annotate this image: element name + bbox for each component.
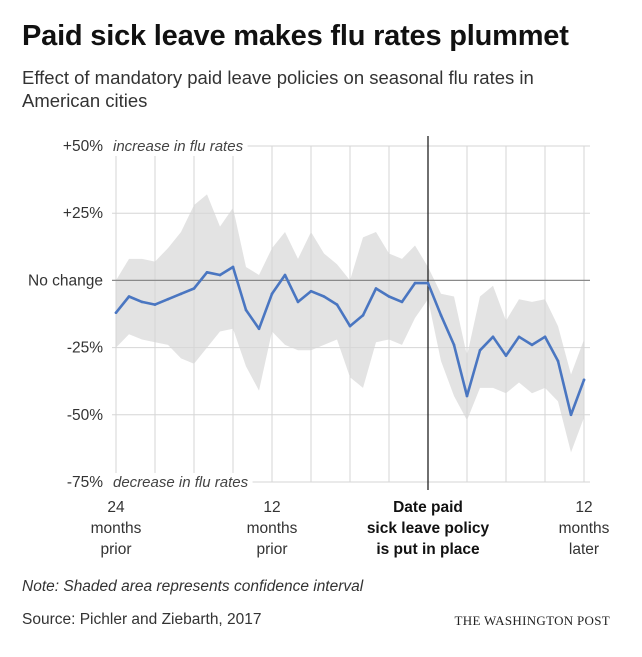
data-point: [426, 281, 430, 285]
publisher-brand: THE WASHINGTON POST: [454, 613, 610, 628]
x-tick-label-line: months: [246, 520, 298, 537]
data-point: [140, 300, 144, 304]
x-tick-label-line: months: [90, 520, 142, 537]
x-tick-label-line: prior: [100, 541, 132, 558]
x-tick-label: 12 months later: [539, 497, 629, 560]
y-tick-label: -50%: [67, 407, 103, 424]
data-point: [452, 343, 456, 347]
x-tick-label-line: prior: [256, 541, 288, 558]
annotation-bottom: decrease in flu rates: [113, 474, 249, 491]
data-point: [322, 295, 326, 298]
x-tick-label-line: sick leave policy: [366, 520, 490, 537]
data-point: [309, 289, 313, 293]
data-point: [387, 295, 391, 298]
data-point: [517, 335, 521, 339]
chart-source: Source: Pichler and Ziebarth, 2017: [22, 611, 262, 628]
data-point: [556, 359, 560, 363]
data-point: [296, 300, 300, 304]
x-tick-label-line: 12: [263, 499, 281, 516]
x-tick-label: Date paid sick leave policy is put in plac…: [348, 497, 508, 560]
annotation-background: [109, 473, 253, 492]
x-tick-label-line: is put in place: [376, 541, 480, 558]
x-tick-label: 12 months prior: [227, 497, 317, 560]
x-tick-label-line: 12: [575, 499, 593, 516]
y-tick-label: -25%: [67, 340, 103, 357]
chart-note: Note: Shaded area represents confidence …: [22, 578, 364, 595]
data-point: [361, 314, 365, 317]
x-tick-label-line: months: [558, 520, 610, 537]
x-tick-label-line: later: [568, 541, 600, 558]
data-point: [179, 292, 183, 296]
y-tick-label: +50%: [63, 138, 103, 155]
data-point: [400, 300, 404, 304]
data-point: [491, 335, 495, 339]
data-point: [270, 292, 274, 296]
data-point: [244, 308, 248, 312]
data-point: [413, 281, 417, 285]
y-tick-label: +25%: [63, 205, 103, 222]
flu-rate-chart: +50% +25% No change -25% -50% -75% increase in…: [28, 136, 590, 492]
data-point: [348, 324, 352, 328]
annotation-background: [109, 137, 248, 156]
annotation-top: increase in flu rates: [113, 138, 244, 155]
data-point: [582, 378, 586, 382]
y-tick-label: -75%: [67, 474, 103, 491]
chart-title: Paid sick leave makes flu rates plummet: [22, 20, 569, 52]
x-tick-label-line: Date paid: [393, 499, 463, 516]
data-point: [543, 335, 547, 339]
y-tick-label: No change: [28, 272, 103, 289]
data-point: [127, 295, 131, 298]
data-point: [478, 348, 482, 352]
data-point: [439, 314, 443, 317]
data-point: [231, 265, 235, 269]
data-point: [283, 273, 287, 277]
data-point: [205, 271, 209, 274]
data-point: [166, 297, 170, 301]
data-point: [530, 343, 534, 347]
data-point: [192, 287, 196, 290]
data-point: [374, 287, 378, 290]
x-tick-label: 24 months prior: [71, 497, 161, 560]
data-point: [504, 354, 508, 357]
data-point: [153, 303, 157, 306]
chart-subtitle: Effect of mandatory paid leave policies …: [22, 67, 534, 111]
data-point: [218, 273, 222, 277]
data-point: [569, 413, 573, 417]
data-point: [114, 311, 118, 314]
data-point: [257, 327, 261, 331]
data-point: [335, 303, 339, 306]
data-point: [465, 394, 469, 398]
x-tick-label-line: 24: [107, 499, 125, 516]
